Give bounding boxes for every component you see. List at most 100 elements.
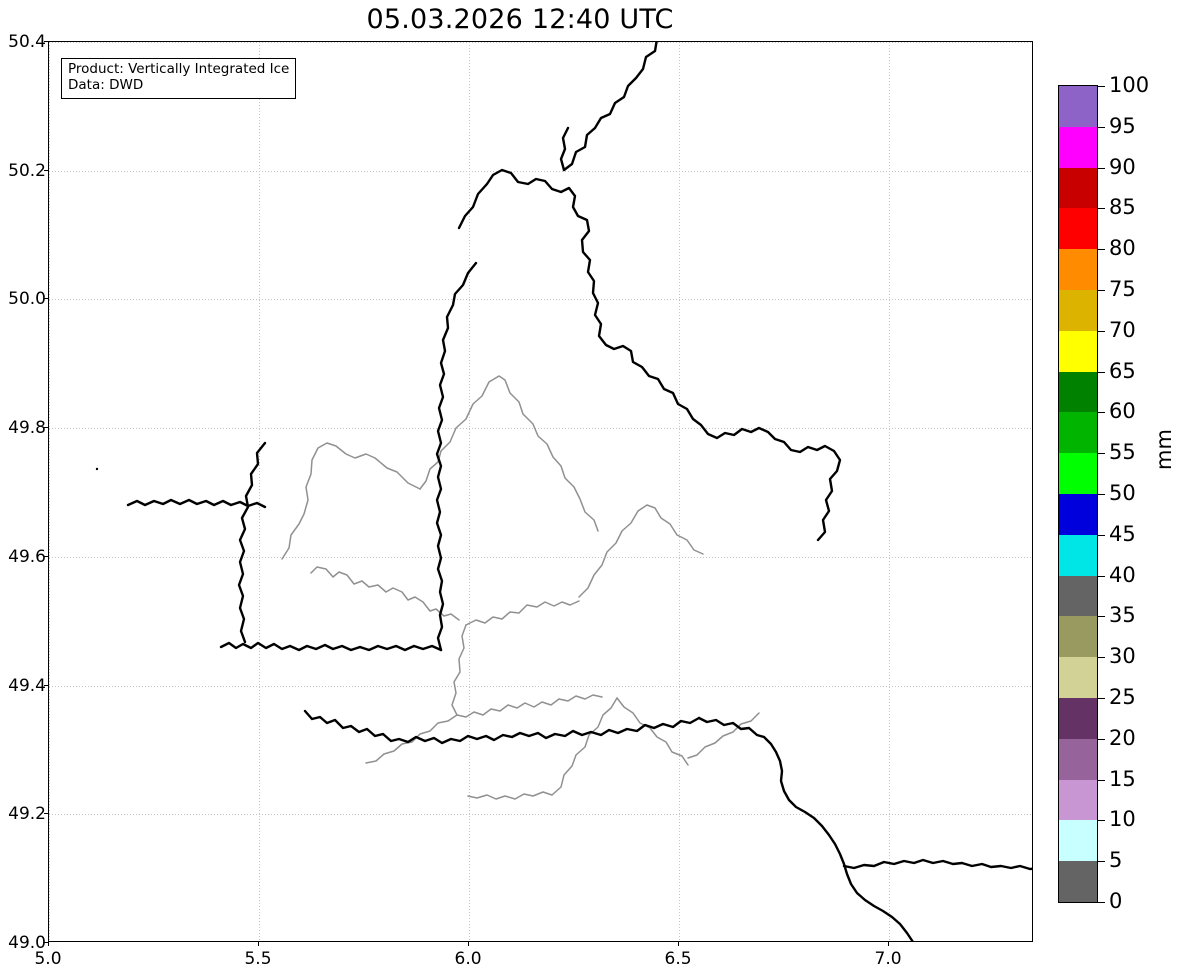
- y-axis-tick-label: 49.8: [8, 418, 46, 439]
- colorbar-tick-label: 70: [1109, 317, 1136, 342]
- y-axis-tick-label: 49.0: [8, 933, 46, 953]
- colorbar-tick: [1098, 412, 1105, 414]
- gridline-vertical: [49, 42, 50, 941]
- y-axis-tick-label: 49.6: [8, 546, 46, 567]
- gridline-horizontal: [49, 685, 1032, 687]
- product-label: Product: Vertically Integrated Ice: [68, 61, 290, 77]
- y-axis-tick: [44, 813, 48, 815]
- y-axis-tick: [44, 555, 48, 557]
- y-axis-tick-label: 50.0: [8, 289, 46, 310]
- colorbar-tick-label: 85: [1109, 195, 1136, 220]
- x-axis-tick-label: 6.0: [454, 949, 482, 969]
- colorbar-tick: [1098, 126, 1105, 128]
- x-axis-tick-label: 6.5: [664, 949, 692, 969]
- gridline-vertical: [889, 42, 891, 941]
- colorbar-tick: [1098, 86, 1105, 87]
- x-axis-tick-label: 5.0: [34, 949, 62, 969]
- colorbar-unit-label: mm: [1152, 429, 1176, 470]
- colorbar-tick: [1098, 820, 1105, 822]
- page-title: 05.03.2026 12:40 UTC: [366, 4, 674, 35]
- colorbar-band: [1059, 820, 1097, 862]
- y-axis-tick: [44, 427, 48, 429]
- colorbar-band: [1059, 738, 1097, 780]
- colorbar-tick: [1098, 249, 1105, 251]
- map-borders: [95, 42, 1032, 941]
- y-axis-tick-label: 49.4: [8, 675, 46, 696]
- colorbar-tick-label: 35: [1109, 603, 1136, 628]
- colorbar-band: [1059, 167, 1097, 209]
- colorbar-tick-label: 40: [1109, 562, 1136, 587]
- colorbar-tick: [1098, 534, 1105, 536]
- colorbar-tick: [1098, 738, 1105, 740]
- x-axis-tick-label: 7.0: [874, 949, 902, 969]
- y-axis-tick-label: 50.4: [8, 32, 46, 52]
- colorbar-tick-label: 5: [1109, 848, 1123, 873]
- gridline-horizontal: [49, 428, 1032, 430]
- gridline-horizontal: [49, 170, 1032, 172]
- colorbar-tick-label: 10: [1109, 807, 1136, 832]
- colorbar-tick: [1098, 290, 1105, 291]
- y-axis-tick: [44, 41, 48, 42]
- colorbar-tick: [1098, 208, 1105, 210]
- colorbar-tick-label: 75: [1109, 277, 1136, 301]
- y-axis-tick-label: 49.2: [8, 804, 46, 825]
- colorbar-band: [1059, 249, 1097, 290]
- colorbar-tick: [1098, 698, 1105, 699]
- colorbar-band: [1059, 697, 1097, 739]
- colorbar-band: [1059, 330, 1097, 372]
- colorbar-tick-label: 60: [1109, 399, 1136, 424]
- colorbar-tick: [1098, 494, 1105, 495]
- y-axis-tick: [44, 684, 48, 686]
- gridline-horizontal: [49, 299, 1032, 301]
- colorbar-band: [1059, 493, 1097, 535]
- colorbar-tick-label: 20: [1109, 725, 1136, 750]
- y-axis-tick-label: 50.2: [8, 160, 46, 181]
- colorbar-band: [1059, 208, 1097, 250]
- colorbar-tick-label: 15: [1109, 766, 1136, 791]
- x-axis-tick: [258, 942, 260, 946]
- colorbar-band: [1059, 86, 1097, 127]
- colorbar-band: [1059, 371, 1097, 413]
- colorbar-tick-label: 100: [1109, 73, 1150, 97]
- x-axis-tick: [678, 942, 680, 946]
- colorbar-band: [1059, 657, 1097, 698]
- y-axis-tick: [44, 298, 48, 300]
- colorbar-tick: [1098, 453, 1105, 455]
- colorbar-tick-label: 50: [1109, 481, 1136, 505]
- colorbar-band: [1059, 575, 1097, 617]
- colorbar-tick-label: 90: [1109, 154, 1136, 179]
- colorbar-tick: [1098, 371, 1105, 373]
- colorbar-band: [1059, 412, 1097, 454]
- grid-layer: [49, 42, 1032, 941]
- gridline-horizontal: [49, 814, 1032, 816]
- colorbar-band: [1059, 779, 1097, 821]
- colorbar-ticks: 0 5 10 15 20 25 30 35 40 45 50 55 60 65 70 75 80 85 90 95 10…: [1098, 75, 1193, 912]
- y-axis-tick: [44, 942, 48, 943]
- colorbar-tick: [1098, 657, 1105, 659]
- colorbar-tick-label: 30: [1109, 644, 1136, 669]
- gridline-vertical: [469, 42, 471, 941]
- country-borders: [95, 42, 1032, 941]
- colorbar-band: [1059, 534, 1097, 576]
- gridline-horizontal: [49, 42, 1032, 43]
- colorbar-band: [1059, 616, 1097, 658]
- map-plot-area[interactable]: Product: Vertically Integrated Ice Data:…: [48, 41, 1033, 942]
- colorbar-tick-label: 80: [1109, 236, 1136, 261]
- gridline-horizontal: [49, 556, 1032, 558]
- x-axis-tick: [468, 942, 470, 946]
- colorbar-tick-label: 25: [1109, 685, 1136, 709]
- x-axis-tick: [48, 942, 49, 946]
- colorbar-tick: [1098, 616, 1105, 618]
- colorbar[interactable]: [1058, 85, 1098, 903]
- colorbar-tick: [1098, 167, 1105, 169]
- x-axis-tick: [888, 942, 890, 946]
- y-axis-tick: [44, 169, 48, 171]
- data-source-label: Data: DWD: [68, 76, 144, 93]
- x-axis-tick-label: 5.5: [244, 949, 272, 969]
- colorbar-band: [1059, 453, 1097, 494]
- colorbar-tick-label: 95: [1109, 113, 1136, 138]
- region-borders: [281, 375, 760, 800]
- colorbar-tick-label: 65: [1109, 358, 1136, 383]
- colorbar-band: [1059, 289, 1097, 331]
